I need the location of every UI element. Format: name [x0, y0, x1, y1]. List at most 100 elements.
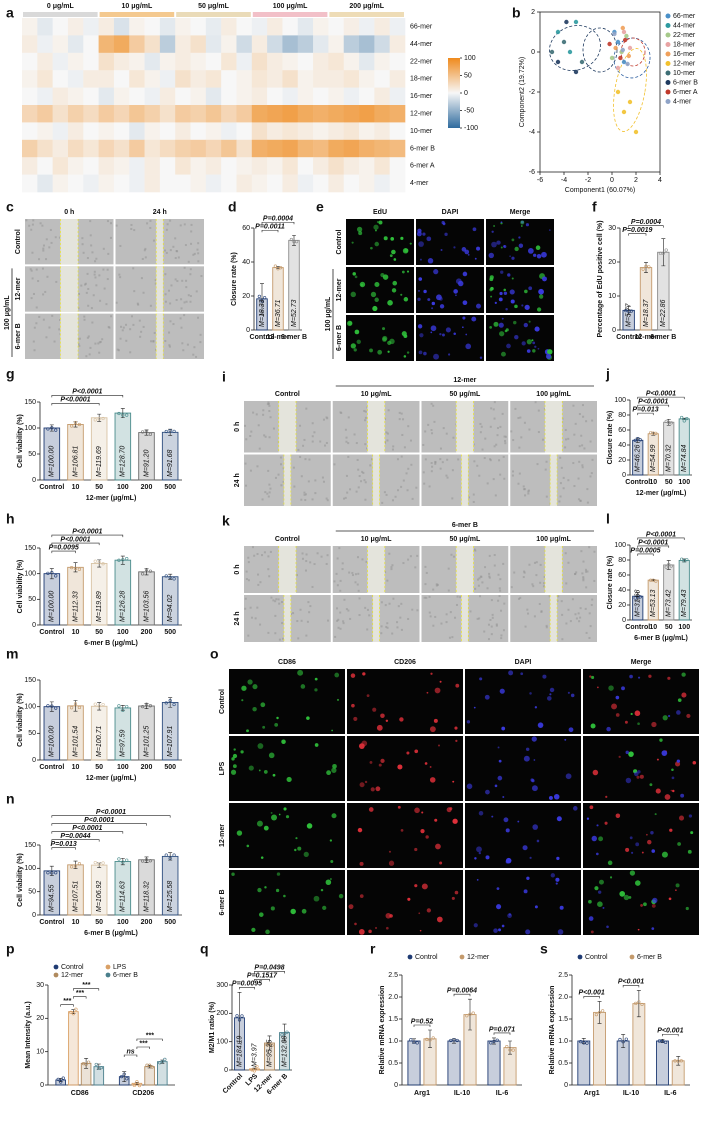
texture — [457, 458, 460, 461]
texture — [190, 242, 193, 245]
cell — [418, 350, 423, 355]
replicate-dot — [50, 426, 54, 430]
scratch — [60, 266, 79, 312]
texture — [386, 622, 389, 625]
cell — [417, 228, 422, 233]
cell — [635, 842, 640, 847]
value-label: M=3.97 — [251, 1042, 258, 1067]
heatmap-cell — [267, 35, 283, 54]
texture — [542, 582, 545, 585]
texture — [244, 607, 247, 610]
texture — [590, 472, 593, 475]
panel-title: 12-mer — [453, 377, 476, 384]
texture — [385, 625, 388, 628]
panel-letter: h — [6, 511, 15, 527]
cell — [382, 337, 387, 342]
cell — [521, 304, 524, 307]
texture — [141, 257, 144, 260]
cell — [568, 727, 574, 733]
texture — [189, 295, 192, 298]
heatmap-cell — [205, 105, 222, 123]
cell — [611, 703, 617, 710]
texture — [434, 460, 437, 463]
point — [621, 59, 627, 65]
cell — [615, 713, 620, 717]
replicate-dot — [132, 1083, 136, 1087]
cell — [369, 760, 373, 764]
texture — [433, 420, 436, 423]
texture — [197, 252, 200, 255]
cell — [378, 220, 383, 225]
legend-label: 10-mer — [673, 70, 696, 77]
texture — [493, 564, 496, 567]
texture — [479, 431, 482, 434]
cell — [497, 746, 500, 749]
texture — [309, 605, 312, 608]
cell — [589, 805, 594, 810]
significance-label: P<0.0001 — [72, 389, 102, 396]
texture — [492, 478, 495, 481]
texture — [565, 582, 568, 585]
significance-label: P=0.0095 — [49, 544, 79, 551]
cell — [555, 882, 558, 885]
texture — [495, 623, 498, 626]
replicate-dot — [431, 1036, 435, 1040]
heatmap-cell — [175, 35, 191, 54]
cell — [621, 686, 625, 691]
y-tick-label: 0 — [622, 472, 626, 479]
texture — [345, 440, 348, 443]
texture — [388, 602, 391, 605]
cell — [256, 820, 263, 827]
error-bar — [168, 573, 173, 580]
texture — [486, 482, 489, 485]
cell — [514, 304, 518, 309]
x-tick-label: 500 — [164, 764, 176, 771]
heatmap-cell — [52, 35, 69, 54]
texture — [58, 328, 61, 331]
texture — [366, 406, 369, 409]
significance-label: *** — [82, 982, 90, 989]
texture — [435, 584, 438, 587]
texture — [391, 564, 394, 567]
texture — [548, 595, 551, 598]
texture — [351, 571, 354, 574]
cell — [499, 688, 505, 694]
cell — [406, 351, 410, 354]
texture — [37, 280, 40, 283]
texture — [180, 307, 183, 310]
cell — [476, 246, 481, 251]
texture — [445, 613, 448, 616]
texture — [409, 555, 412, 558]
texture — [490, 633, 493, 636]
heatmap-cell — [236, 122, 253, 141]
x-tick-label: 50 — [95, 484, 103, 491]
texture — [478, 577, 481, 580]
texture — [582, 415, 585, 418]
texture — [523, 570, 526, 573]
texture — [402, 562, 405, 565]
cell — [387, 340, 392, 346]
texture — [451, 636, 454, 639]
replicate-dot — [252, 1069, 257, 1073]
texture — [39, 222, 42, 225]
texture — [311, 585, 314, 588]
heatmap-cell — [175, 87, 191, 106]
y-tick-label: 20 — [242, 293, 250, 300]
y-tick-label: 100 — [24, 571, 36, 578]
texture — [392, 445, 395, 448]
texture — [499, 473, 502, 476]
x-tick-label: 10 — [72, 629, 80, 636]
x-tick-label: 500 — [164, 484, 176, 491]
replicate-dot — [492, 1039, 496, 1043]
texture — [168, 344, 171, 347]
cell — [499, 331, 505, 337]
replicate-dot — [680, 415, 684, 420]
point — [623, 37, 628, 43]
cell — [418, 277, 423, 281]
x-tick-label: Arg1 — [414, 1090, 430, 1097]
texture — [559, 482, 562, 485]
texture — [351, 574, 354, 577]
texture — [571, 598, 574, 601]
cell — [295, 837, 298, 840]
cell — [590, 723, 596, 729]
